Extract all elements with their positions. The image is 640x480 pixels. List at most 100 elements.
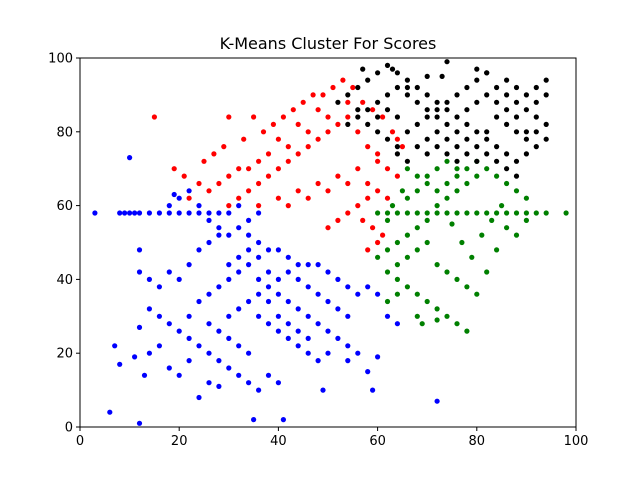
scatter-point <box>494 84 500 91</box>
scatter-point <box>246 166 252 172</box>
scatter-point <box>295 343 301 349</box>
scatter-point <box>394 173 400 179</box>
scatter-point <box>320 387 326 393</box>
y-tick-label: 0 <box>65 421 73 436</box>
scatter-point <box>533 210 539 216</box>
scatter-point <box>543 210 549 216</box>
scatter-point <box>414 188 420 194</box>
scatter-point <box>335 121 341 127</box>
scatter-point <box>370 387 376 393</box>
scatter-point <box>394 136 400 142</box>
scatter-point <box>176 195 182 201</box>
scatter-point <box>389 129 396 135</box>
scatter-point <box>360 99 366 105</box>
scatter-point <box>533 99 539 105</box>
scatter-point <box>434 129 440 135</box>
scatter-point <box>345 121 351 127</box>
scatter-point <box>181 173 187 179</box>
y-tick-label: 80 <box>56 125 73 140</box>
scatter-point <box>484 129 490 135</box>
scatter-point <box>107 409 113 415</box>
scatter-point <box>375 239 381 246</box>
scatter-point <box>484 92 490 98</box>
scatter-point <box>117 361 123 367</box>
scatter-point <box>454 210 460 216</box>
scatter-point <box>414 99 420 105</box>
scatter-point <box>444 180 450 187</box>
scatter-point <box>196 180 202 187</box>
scatter-point <box>166 321 172 327</box>
scatter-point <box>330 84 336 91</box>
scatter-point <box>484 210 490 216</box>
scatter-point <box>523 217 530 223</box>
scatter-point <box>419 321 425 327</box>
scatter-point <box>275 328 281 334</box>
scatter-point <box>256 387 262 393</box>
scatter-point <box>256 210 262 216</box>
scatter-point <box>246 350 252 356</box>
scatter-point <box>504 151 510 157</box>
scatter-point <box>256 254 262 260</box>
scatter-point <box>365 369 371 375</box>
scatter-point <box>464 136 470 142</box>
scatter-point <box>216 284 222 290</box>
scatter-point <box>414 291 420 297</box>
scatter-point <box>236 306 242 312</box>
scatter-point <box>265 173 272 179</box>
scatter-point <box>384 166 391 172</box>
scatter-point <box>226 335 232 341</box>
scatter-point <box>305 313 311 319</box>
scatter-point <box>513 210 520 216</box>
scatter-point <box>236 254 242 260</box>
scatter-point <box>127 210 133 216</box>
points-layer <box>92 59 569 426</box>
scatter-point <box>384 210 391 216</box>
y-tick-label: 40 <box>56 273 73 288</box>
scatter-point <box>375 210 381 216</box>
scatter-point <box>300 99 306 105</box>
scatter-point <box>394 321 400 327</box>
scatter-point <box>464 107 470 113</box>
scatter-point <box>434 306 440 312</box>
scatter-point <box>394 84 400 91</box>
x-axis: 0 20 40 60 80 100 <box>76 427 588 449</box>
scatter-point <box>444 158 450 164</box>
scatter-point <box>355 114 361 120</box>
scatter-point <box>384 298 391 305</box>
scatter-point <box>265 151 272 157</box>
scatter-point <box>236 225 242 231</box>
scatter-point <box>504 225 510 231</box>
scatter-point <box>196 343 202 349</box>
scatter-point <box>146 306 152 312</box>
scatter-point <box>216 383 222 389</box>
scatter-point <box>513 114 520 120</box>
scatter-point <box>335 306 341 312</box>
scatter-point <box>275 313 281 319</box>
scatter-point <box>290 107 296 113</box>
scatter-point <box>523 136 530 142</box>
scatter-point <box>206 210 212 216</box>
scatter-point <box>365 195 371 201</box>
scatter-point <box>394 291 400 297</box>
scatter-point <box>424 92 430 98</box>
scatter-point <box>494 210 500 216</box>
scatter-point <box>340 77 346 83</box>
scatter-point <box>285 158 291 164</box>
scatter-point <box>206 350 212 356</box>
scatter-point <box>399 188 405 194</box>
scatter-point <box>444 151 450 157</box>
scatter-point <box>394 262 400 268</box>
scatter-point <box>454 144 460 150</box>
scatter-point <box>394 144 400 150</box>
scatter-point <box>295 121 301 127</box>
scatter-point <box>414 173 420 179</box>
scatter-point <box>325 298 331 305</box>
scatter-point <box>146 350 152 356</box>
scatter-point <box>464 166 470 172</box>
scatter-point <box>523 195 530 201</box>
scatter-point <box>295 276 301 282</box>
scatter-point <box>196 203 202 209</box>
scatter-point <box>434 107 440 113</box>
scatter-point <box>305 195 311 201</box>
scatter-point <box>355 107 361 113</box>
